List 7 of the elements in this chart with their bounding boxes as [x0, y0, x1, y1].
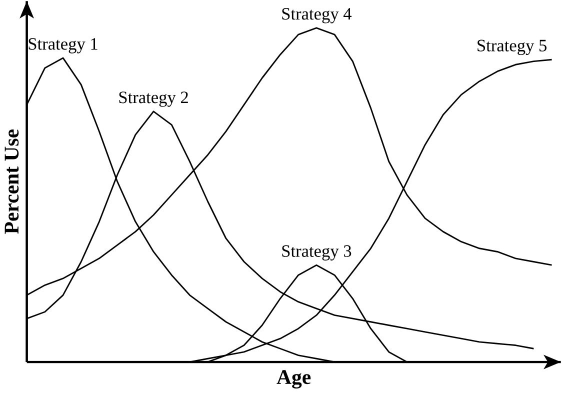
series-label: Strategy 2: [119, 91, 188, 107]
series-label: Strategy 5: [478, 40, 546, 55]
x-axis-title: Age: [276, 370, 311, 388]
series-label: Strategy 3: [282, 245, 352, 260]
legend-label: Strategy 1: [28, 38, 98, 54]
y-axis-title: Percent Use: [4, 129, 19, 234]
series-label: Strategy 4: [282, 8, 352, 24]
